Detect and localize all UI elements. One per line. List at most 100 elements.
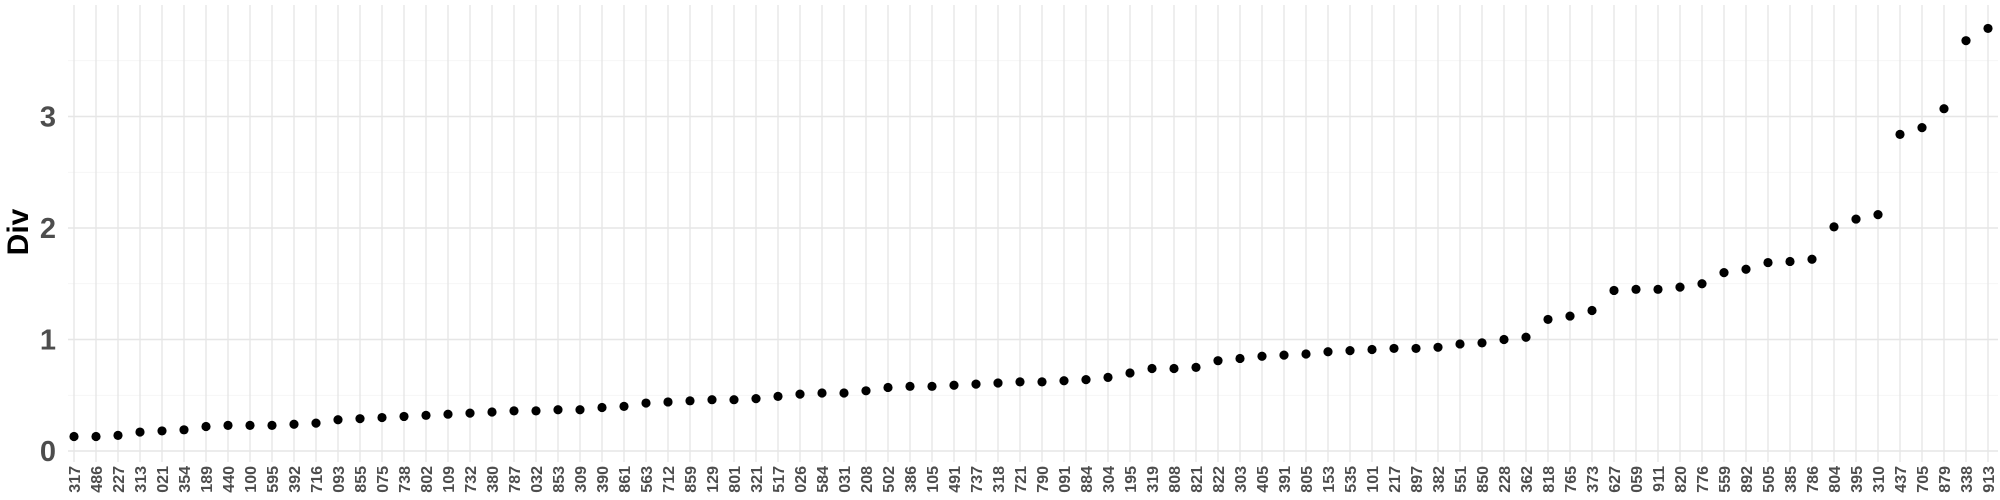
x-tick-label: 859 [683,466,700,493]
x-tick-label: 195 [1123,466,1140,493]
x-tick-label: 705 [1915,466,1932,493]
data-point [1389,343,1399,354]
x-tick-label: 884 [1079,466,1096,493]
data-point [971,379,981,389]
data-point [223,420,233,430]
x-tick-label: 321 [749,466,766,493]
x-tick-label: 437 [1893,466,1910,493]
x-tick-label: 105 [925,466,942,493]
data-point [1961,36,1971,46]
data-point [157,426,167,436]
x-tick-label: 627 [1607,466,1624,493]
y-axis-label: Div [2,208,35,255]
data-point [1697,279,1707,289]
data-point [1323,347,1333,357]
data-point [69,431,79,442]
x-tick-label: 318 [991,466,1008,493]
x-tick-label: 227 [111,466,128,493]
x-tick-label: 801 [727,466,744,493]
x-tick-label: 354 [177,466,194,493]
x-tick-label: 855 [353,466,370,493]
data-point [1257,351,1267,361]
data-point [1543,314,1553,325]
x-tick-label: 716 [309,466,326,493]
data-point [531,406,541,416]
x-tick-label: 776 [1695,466,1712,493]
data-point [1015,377,1025,387]
x-tick-label: 861 [617,466,634,493]
data-point [883,382,893,393]
x-tick-label: 309 [573,466,590,493]
data-point [289,419,299,429]
x-tick-label: 319 [1145,466,1162,493]
data-point [1939,104,1949,114]
data-point [1807,254,1817,264]
x-tick-label: 109 [441,466,458,493]
data-point [1235,353,1245,364]
data-point [905,381,915,391]
data-point [1367,344,1377,355]
x-tick-label: 738 [397,466,414,493]
data-point [949,380,959,390]
data-point [1499,334,1509,345]
x-tick-label: 805 [1299,466,1316,493]
x-tick-label: 790 [1035,466,1052,493]
x-tick-label: 075 [375,466,392,493]
data-point [795,389,805,399]
x-tick-label: 208 [859,466,876,493]
x-tick-label: 850 [1475,466,1492,493]
data-point [201,421,211,432]
data-point [817,388,827,398]
data-point [1851,214,1861,224]
data-point [1829,222,1839,232]
data-point [685,396,695,406]
data-point [135,427,145,437]
x-tick-label: 153 [1321,466,1338,493]
x-tick-label: 802 [419,466,436,493]
data-point [1455,339,1465,349]
data-point [1279,350,1289,360]
x-tick-label: 392 [287,466,304,493]
x-tick-label: 021 [155,466,172,493]
x-tick-label: 391 [1277,466,1294,493]
data-point [1213,356,1223,366]
data-point [839,388,849,398]
data-point [1609,285,1619,296]
data-point [1477,338,1487,348]
x-tick-label: 059 [1629,466,1646,493]
data-point [553,405,563,415]
x-tick-label: 551 [1453,466,1470,493]
data-point [861,386,871,396]
data-point [707,395,717,405]
x-tick-label: 786 [1805,466,1822,493]
data-point [1521,332,1531,342]
x-tick-label: 879 [1937,466,1954,493]
data-point [487,407,497,417]
x-tick-label: 595 [265,466,282,493]
data-point [663,397,673,407]
y-tick-label: 3 [40,102,56,134]
data-point [1631,284,1641,294]
x-tick-label: 217 [1387,466,1404,493]
x-tick-label: 491 [947,466,964,493]
data-point [1675,282,1685,292]
x-axis-ticks: 317 486 227 313 021 354 189 440 100 595 392 716 093 8… [67,466,1998,493]
x-tick-label: 502 [881,466,898,493]
x-tick-label: 385 [1783,466,1800,493]
x-tick-label: 721 [1013,466,1030,493]
data-point [1565,311,1575,321]
x-tick-label: 517 [771,466,788,493]
data-point [1345,346,1355,356]
data-point [1873,210,1883,220]
x-tick-label: 913 [1981,466,1998,493]
y-tick-label: 0 [40,436,56,468]
x-tick-label: 395 [1849,466,1866,493]
data-point [1301,349,1311,359]
data-point [729,395,739,405]
y-axis-ticks: 0 1 2 3 [40,102,56,469]
x-tick-label: 505 [1761,466,1778,493]
x-tick-label: 821 [1189,466,1206,493]
x-tick-label: 386 [903,466,920,493]
x-tick-label: 787 [507,466,524,493]
x-tick-label: 026 [793,466,810,493]
